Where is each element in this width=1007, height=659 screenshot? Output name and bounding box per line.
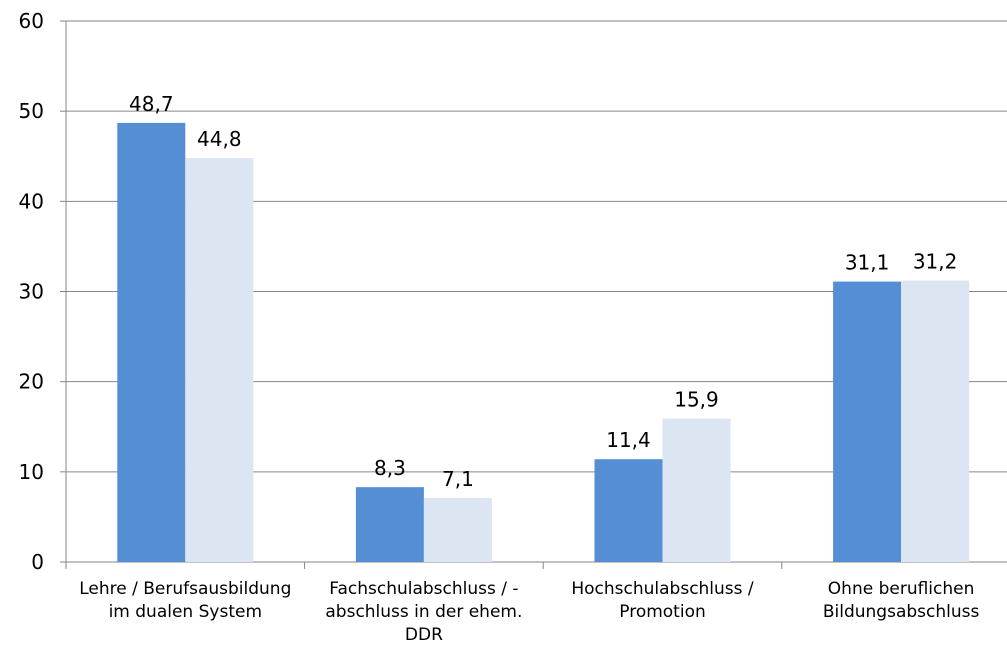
bar <box>355 487 424 562</box>
x-tick-label: Lehre / Berufsausbildung im dualen Syste… <box>79 579 292 622</box>
bar <box>833 281 902 562</box>
value-label: 44,8 <box>197 127 242 151</box>
y-tick-label: 0 <box>31 550 44 574</box>
bar <box>594 459 663 562</box>
value-label: 15,9 <box>674 388 719 412</box>
value-label: 7,1 <box>442 467 474 491</box>
y-tick-label: 60 <box>19 9 44 33</box>
y-tick-label: 40 <box>19 189 44 213</box>
bar <box>185 158 254 562</box>
value-label: 31,1 <box>845 251 890 275</box>
value-label: 31,2 <box>913 250 958 274</box>
bar <box>662 418 731 562</box>
y-tick-label: 30 <box>19 280 44 304</box>
value-label: 48,7 <box>129 92 174 116</box>
value-label: 8,3 <box>374 456 406 480</box>
bar <box>901 280 970 562</box>
x-tick-label: Hochschulabschluss / Promotion <box>571 579 754 622</box>
x-tick-label: Fachschulabschluss / -abschluss in der e… <box>325 579 523 645</box>
bar <box>423 497 492 562</box>
bar <box>117 122 186 562</box>
y-tick-label: 20 <box>19 370 44 394</box>
y-tick-label: 10 <box>19 460 44 484</box>
y-tick-label: 50 <box>19 99 44 123</box>
x-tick-label: Ohne beruflichen Bildungsabschluss <box>822 579 980 622</box>
value-label: 11,4 <box>606 428 651 452</box>
